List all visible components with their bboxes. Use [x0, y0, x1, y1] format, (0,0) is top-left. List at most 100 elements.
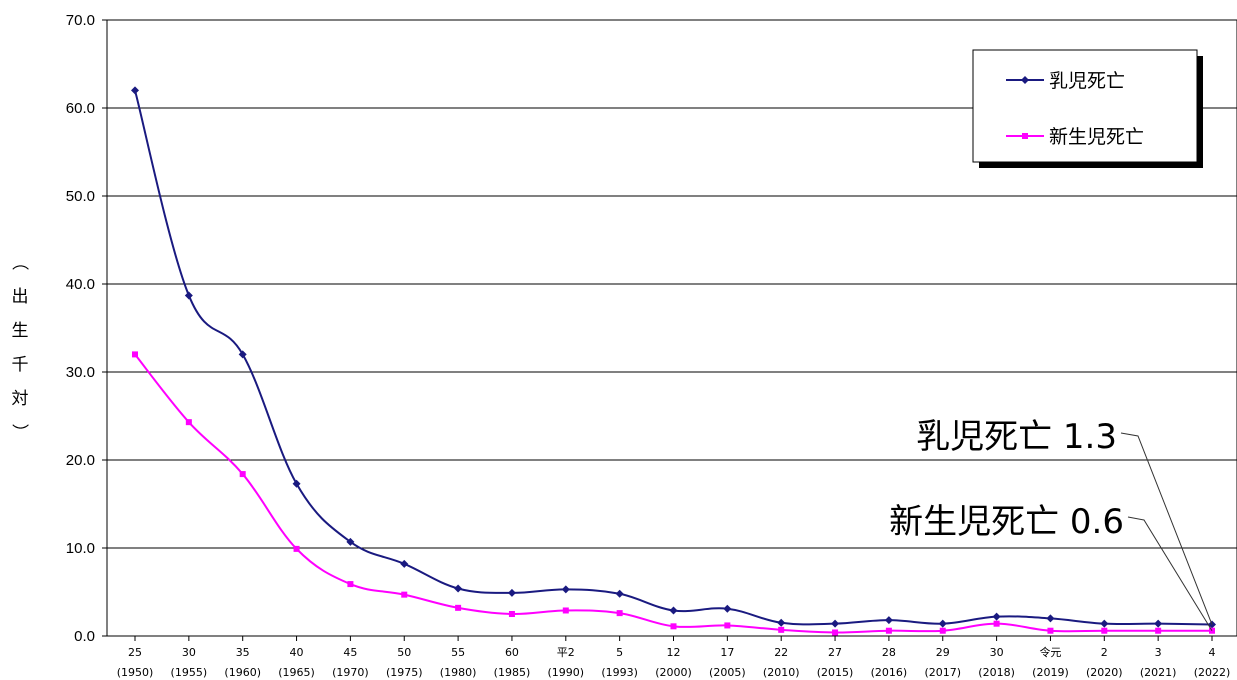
y-tick-label: 30.0	[66, 364, 95, 381]
x-tick-label-era: 27	[828, 646, 842, 659]
x-tick-label-era: 30	[182, 646, 196, 659]
y-tick-label: 10.0	[66, 540, 95, 557]
y-axis-label-char: 生	[12, 321, 29, 341]
data-point	[239, 471, 246, 478]
data-point	[132, 351, 138, 358]
x-tick-label-year: (2017)	[924, 666, 961, 679]
x-tick-label-year: (1980)	[440, 666, 477, 679]
data-point	[185, 419, 192, 426]
plot-frame	[106, 19, 1237, 637]
data-point	[1047, 627, 1054, 634]
data-point	[1100, 619, 1109, 628]
y-axis: 0.0 10.0 20.0 30.0 40.0 50.0 60.0 70.0	[66, 12, 107, 645]
x-tick-label-era: 2	[1101, 646, 1108, 659]
data-point	[346, 537, 355, 546]
x-tick-label-year: (2018)	[978, 666, 1015, 679]
x-tick-label-era: 55	[451, 646, 465, 659]
x-tick-label-era: 60	[505, 646, 519, 659]
series-markers	[131, 86, 1216, 636]
x-tick-label-era: 12	[667, 646, 681, 659]
x-tick-label-era: 28	[882, 646, 896, 659]
data-point	[184, 291, 193, 300]
data-point	[455, 604, 462, 611]
x-tick-label-era: 50	[397, 646, 411, 659]
x-tick-label-year: (2020)	[1086, 666, 1123, 679]
y-tick-label: 0.0	[74, 628, 95, 645]
legend-label: 乳児死亡	[1049, 70, 1125, 92]
y-tick-label: 20.0	[66, 452, 95, 469]
grid	[107, 107, 1237, 549]
y-axis-label-char: （	[9, 254, 29, 271]
x-tick-label-era: 22	[774, 646, 788, 659]
data-point	[778, 626, 785, 633]
data-point	[885, 627, 892, 634]
data-point	[884, 616, 893, 625]
data-point	[832, 629, 839, 636]
x-tick-label-year: (1970)	[332, 666, 369, 679]
data-point	[400, 559, 409, 568]
y-axis-label-char: ）	[9, 424, 29, 441]
data-point	[616, 610, 623, 617]
y-axis-label-char: 対	[12, 389, 29, 409]
x-tick-label-era: 4	[1209, 646, 1216, 659]
x-tick-label-year: (1990)	[548, 666, 585, 679]
data-point	[1154, 619, 1163, 628]
x-tick-label-year: (1965)	[278, 666, 315, 679]
data-point	[401, 591, 408, 598]
x-tick-label-year: (1950)	[117, 666, 154, 679]
data-point	[939, 627, 946, 634]
legend-swatch-marker	[1022, 133, 1028, 139]
data-point	[1046, 614, 1055, 623]
x-tick-label-year: (1960)	[224, 666, 261, 679]
legend-label: 新生児死亡	[1049, 126, 1144, 148]
y-axis-label-char: 出	[12, 287, 29, 307]
x-tick-label-year: (2021)	[1140, 666, 1177, 679]
y-tick-label: 40.0	[66, 276, 95, 293]
data-point	[1101, 627, 1108, 634]
data-point	[831, 619, 840, 628]
data-point	[131, 86, 139, 95]
data-point	[1155, 627, 1162, 634]
x-tick-label-year: (2016)	[871, 666, 908, 679]
y-tick-label: 70.0	[66, 12, 95, 29]
data-point	[507, 588, 516, 597]
x-tick-label-year: (2019)	[1032, 666, 1069, 679]
annotation-leader-line	[1127, 516, 1213, 631]
annotation-leader-line	[1120, 432, 1213, 625]
data-point	[615, 589, 624, 598]
annotation-label: 乳児死亡 1.3	[916, 417, 1117, 457]
x-tick-label-year: (2000)	[655, 666, 692, 679]
x-tick-label-era: 30	[990, 646, 1004, 659]
data-point	[238, 350, 247, 359]
data-point	[992, 612, 1001, 621]
series-line-infant	[134, 90, 1213, 626]
x-tick-label-year: (1955)	[171, 666, 208, 679]
data-point	[293, 545, 300, 552]
data-point	[562, 607, 569, 614]
x-tick-label-era: 令元	[1039, 645, 1061, 659]
x-tick-label-year: (2005)	[709, 666, 746, 679]
data-point	[669, 606, 678, 615]
x-axis: 25(1950)30(1955)35(1960)40(1965)45(1970)…	[117, 636, 1231, 679]
x-tick-label-era: 25	[128, 646, 142, 659]
data-point	[454, 584, 463, 593]
y-axis-label-char: 千	[12, 355, 29, 375]
data-point	[292, 479, 301, 488]
data-point	[993, 620, 1000, 627]
annotation-label: 新生児死亡 0.6	[889, 502, 1124, 542]
data-point	[561, 585, 570, 594]
data-point	[777, 618, 786, 627]
x-tick-label-year: (2022)	[1194, 666, 1231, 679]
legend-swatch-marker	[1021, 76, 1029, 84]
x-tick-label-era: 35	[236, 646, 250, 659]
data-point	[508, 611, 515, 617]
y-tick-label: 60.0	[66, 100, 95, 117]
data-point	[347, 581, 354, 588]
data-point	[670, 623, 677, 630]
x-tick-label-era: 3	[1155, 646, 1162, 659]
x-tick-label-year: (2010)	[763, 666, 800, 679]
annotations: 乳児死亡 1.3 新生児死亡 0.6	[889, 417, 1213, 631]
x-tick-label-era: 29	[936, 646, 950, 659]
